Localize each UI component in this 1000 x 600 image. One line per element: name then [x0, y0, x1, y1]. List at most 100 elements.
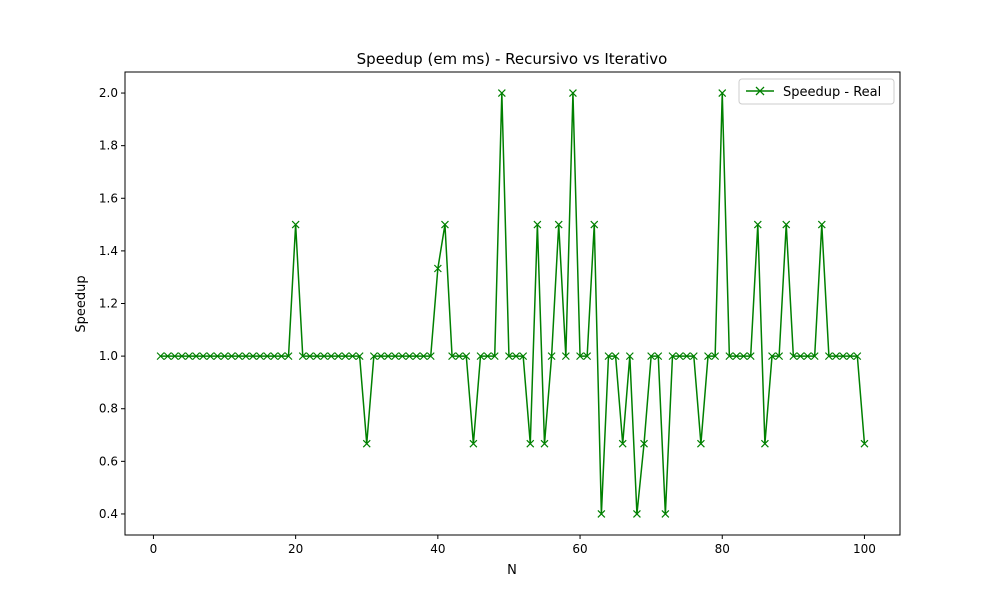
y-tick-label: 0.4	[99, 507, 118, 521]
y-tick-label: 0.8	[99, 402, 118, 416]
y-tick-label: 2.0	[99, 86, 118, 100]
series-line	[160, 92, 866, 515]
data-point-marker	[675, 352, 684, 361]
data-point-marker	[156, 352, 165, 361]
data-point-marker	[220, 352, 229, 361]
data-point-marker	[540, 439, 549, 448]
legend-marker-x	[755, 86, 765, 96]
data-point-marker	[263, 352, 272, 361]
x-tick-label: 0	[150, 542, 158, 556]
data-point-marker	[782, 220, 791, 229]
data-point-marker	[583, 352, 592, 361]
y-tick-label: 1.0	[99, 349, 118, 363]
data-point-marker	[234, 352, 243, 361]
data-point-marker	[163, 352, 172, 361]
x-tick-label: 40	[430, 542, 445, 556]
data-point-marker	[419, 352, 428, 361]
data-point-marker	[569, 89, 577, 97]
legend: Speedup - Real	[738, 78, 895, 105]
plot-area	[124, 71, 901, 536]
data-point-marker	[305, 352, 314, 361]
data-point-marker	[412, 352, 421, 361]
data-point-marker	[732, 352, 741, 361]
data-point-marker	[170, 352, 179, 361]
data-point-marker	[625, 352, 634, 361]
x-axis-label: N	[507, 563, 517, 578]
data-point-marker	[476, 352, 485, 361]
data-point-marker	[753, 220, 762, 229]
data-point-marker	[362, 439, 371, 448]
data-point-marker	[377, 352, 385, 361]
data-point-marker	[490, 352, 499, 361]
data-point-marker	[298, 352, 307, 361]
y-tick-label: 1.6	[99, 191, 118, 205]
data-point-marker	[696, 439, 705, 448]
data-point-marker	[832, 352, 840, 361]
data-point-marker	[604, 352, 613, 361]
x-tick-label: 60	[572, 542, 587, 556]
data-point-marker	[241, 352, 250, 361]
data-point-marker	[817, 220, 826, 229]
chart-title: Speedup (em ms) - Recursivo vs Iterativo	[357, 50, 668, 68]
y-axis-ticks: 0.4 0.6 0.8 1.0 1.2 1.4 1.6 1.8 2.0	[99, 86, 125, 521]
data-point-marker	[661, 510, 670, 518]
data-point-marker	[291, 220, 300, 229]
data-point-marker	[341, 352, 350, 361]
data-point-marker	[249, 352, 257, 361]
data-point-marker	[441, 220, 449, 229]
data-point-marker	[433, 264, 442, 273]
data-point-marker	[355, 352, 364, 361]
data-point-marker	[739, 352, 748, 361]
data-point-marker	[796, 352, 805, 361]
data-point-marker	[512, 352, 520, 361]
data-point-marker	[469, 439, 478, 448]
data-point-marker	[803, 352, 812, 361]
data-point-marker	[846, 352, 855, 361]
data-point-marker	[597, 510, 606, 518]
x-tick-label: 100	[853, 542, 876, 556]
y-tick-label: 0.6	[99, 454, 118, 468]
data-point-marker	[547, 352, 556, 361]
data-point-marker	[725, 352, 734, 361]
data-point-marker	[853, 352, 862, 361]
y-tick-label: 1.4	[99, 244, 118, 258]
data-point-marker	[384, 352, 392, 361]
data-point-marker	[704, 352, 712, 361]
data-point-marker	[334, 352, 343, 361]
data-point-marker	[860, 439, 869, 448]
data-point-marker	[206, 352, 215, 361]
data-point-marker	[405, 352, 414, 361]
data-point-marker	[689, 352, 698, 361]
x-axis-ticks: 0 20 40 60 80 100	[150, 535, 876, 556]
data-point-marker	[554, 220, 563, 229]
data-point-marker	[348, 352, 357, 361]
y-tick-label: 1.8	[99, 139, 118, 153]
data-point-marker	[647, 352, 656, 361]
data-point-marker	[505, 352, 513, 361]
data-point-marker	[633, 510, 641, 518]
legend-box	[738, 78, 895, 105]
data-point-marker	[270, 352, 279, 361]
data-point-marker	[277, 352, 286, 361]
data-point-marker	[199, 352, 208, 361]
data-point-marker	[760, 439, 769, 448]
data-point-marker	[227, 352, 236, 361]
data-point-marker	[192, 352, 201, 361]
data-point-marker	[213, 352, 222, 361]
data-point-marker	[426, 352, 435, 361]
data-point-marker	[448, 352, 456, 361]
y-tick-label: 1.2	[99, 297, 118, 311]
data-point-marker	[810, 352, 819, 361]
data-point-marker	[497, 89, 506, 97]
data-point-marker	[185, 352, 193, 361]
data-point-marker	[654, 352, 663, 361]
data-point-marker	[455, 352, 464, 361]
data-point-marker	[561, 352, 570, 361]
data-point-marker	[462, 352, 471, 361]
x-tick-label: 80	[715, 542, 730, 556]
data-point-marker	[327, 352, 336, 361]
data-point-marker	[711, 352, 720, 361]
legend-label: Speedup - Real	[783, 85, 881, 100]
data-point-marker	[391, 352, 400, 361]
